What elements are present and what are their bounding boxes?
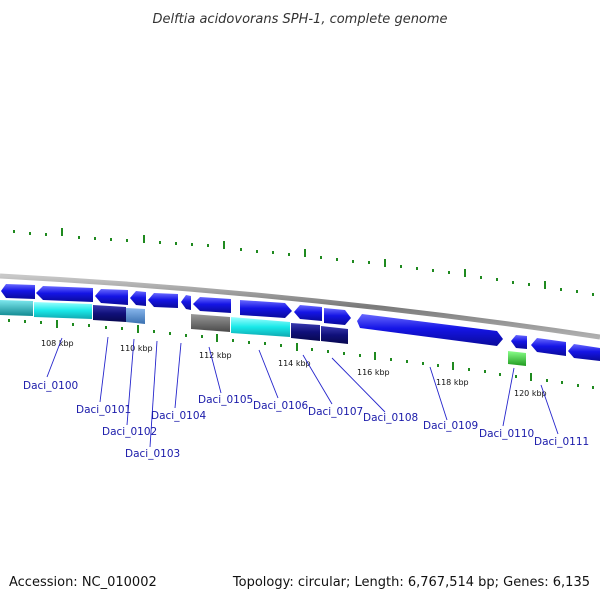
gene-label[interactable]: Daci_0100 bbox=[23, 380, 78, 392]
gene-label[interactable]: Daci_0102 bbox=[102, 426, 157, 438]
outer-scale-ticks bbox=[13, 228, 594, 296]
scale-labels: 108 kbp 110 kbp 112 kbp 114 kbp 116 kbp … bbox=[41, 339, 547, 398]
gene-label[interactable]: Daci_0110 bbox=[479, 428, 534, 440]
gene-arrow[interactable] bbox=[148, 293, 178, 308]
gene-label[interactable]: Daci_0111 bbox=[534, 436, 589, 448]
gene-label[interactable]: Daci_0109 bbox=[423, 420, 478, 432]
gene-arrow[interactable] bbox=[511, 335, 527, 349]
gene-arrow[interactable] bbox=[531, 338, 566, 356]
feature-box-green[interactable] bbox=[508, 351, 526, 366]
gene-arrow[interactable] bbox=[181, 295, 191, 310]
scale-label: 108 kbp bbox=[41, 339, 74, 348]
feature-bar-cyan[interactable] bbox=[34, 302, 92, 319]
gene-arrow[interactable] bbox=[240, 300, 292, 318]
scale-label: 116 kbp bbox=[357, 368, 390, 377]
gene-arrow[interactable] bbox=[1, 284, 35, 299]
feature-bar-navy-2[interactable] bbox=[291, 323, 320, 341]
gene-arrow[interactable] bbox=[568, 344, 600, 361]
feature-bar-cyan-2[interactable] bbox=[231, 317, 290, 337]
gene-arrow[interactable] bbox=[294, 305, 322, 321]
genome-backbone bbox=[0, 273, 600, 340]
gene-label[interactable]: Daci_0106 bbox=[253, 400, 309, 412]
feature-bar-steel[interactable] bbox=[126, 308, 145, 324]
gene-lane-upper bbox=[1, 284, 600, 361]
gene-arrow[interactable] bbox=[95, 289, 128, 305]
gene-label[interactable]: Daci_0104 bbox=[151, 410, 207, 422]
gene-label[interactable]: Daci_0107 bbox=[308, 406, 363, 418]
scale-label: 112 kbp bbox=[199, 351, 232, 360]
gene-labels: Daci_0100 Daci_0101 Daci_0102 Daci_0103 … bbox=[23, 380, 589, 460]
feature-bar-gray[interactable] bbox=[191, 314, 230, 332]
feature-bar-navy[interactable] bbox=[93, 305, 126, 322]
gene-label-leaders bbox=[46, 336, 559, 448]
scale-label: 120 kbp bbox=[514, 389, 547, 398]
scale-label: 118 kbp bbox=[436, 378, 469, 387]
feature-bar-teal[interactable] bbox=[0, 300, 33, 316]
gene-arrow[interactable] bbox=[193, 297, 231, 313]
gene-arrow[interactable] bbox=[357, 314, 503, 346]
scale-label: 110 kbp bbox=[120, 344, 153, 353]
gene-arrow[interactable] bbox=[324, 308, 351, 325]
accession-text: Accession: NC_010002 bbox=[9, 575, 157, 590]
feature-lane-lower bbox=[0, 300, 526, 366]
gene-label[interactable]: Daci_0103 bbox=[125, 448, 180, 460]
scale-label: 114 kbp bbox=[278, 359, 311, 368]
map-title: Delftia acidovorans SPH-1, complete geno… bbox=[152, 12, 447, 27]
gene-label[interactable]: Daci_0108 bbox=[363, 412, 418, 424]
gene-label[interactable]: Daci_0101 bbox=[76, 404, 131, 416]
gene-label[interactable]: Daci_0105 bbox=[198, 394, 253, 406]
gene-arrow[interactable] bbox=[130, 291, 146, 306]
inner-scale-ticks bbox=[8, 319, 594, 389]
feature-bar-navy-3[interactable] bbox=[321, 326, 348, 344]
gene-arrow[interactable] bbox=[36, 286, 93, 302]
topology-summary: Topology: circular; Length: 6,767,514 bp… bbox=[232, 575, 590, 590]
